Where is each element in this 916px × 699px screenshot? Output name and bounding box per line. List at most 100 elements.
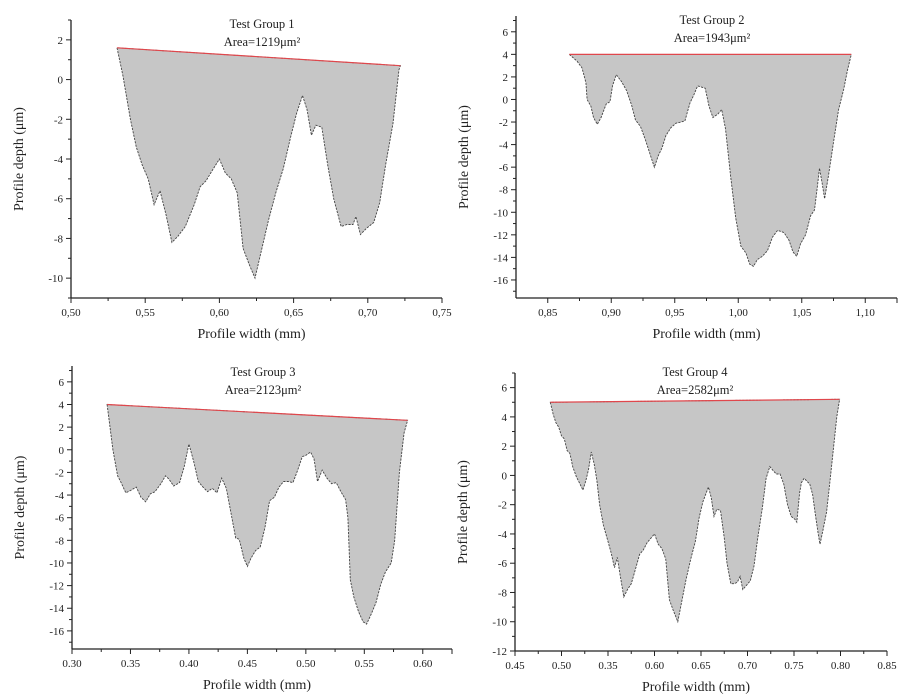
y-tick-label: -16: [493, 275, 508, 287]
y-tick-label: -2: [498, 500, 507, 512]
y-tick-label: 2: [58, 35, 64, 47]
y-tick-label: -2: [55, 467, 64, 479]
x-tick-label: 0.50: [552, 660, 572, 672]
y-tick-label: -2: [54, 114, 63, 126]
y-tick-label: 4: [59, 399, 65, 411]
axes: 0.30 0.35 0.40 0.45 0.50 0.55 0.60 6 4 2 0 -2 -4 -6 -8…: [49, 366, 453, 670]
y-tick-label: -12: [49, 581, 64, 593]
profile-area: [116, 47, 402, 280]
y-tick-label: -2: [499, 117, 508, 129]
x-tick-label: 0,70: [358, 307, 378, 319]
y-tick-label: -6: [499, 162, 509, 174]
x-tick-label: 0,55: [136, 307, 156, 319]
panel-test-group-3: 0.30 0.35 0.40 0.45 0.50 0.55 0.60 6 4 2 0 -2 -4 -6 -8…: [13, 365, 453, 693]
y-axis-title: Profile depth (μm): [13, 455, 28, 559]
x-tick-label: 0.50: [296, 658, 316, 670]
x-tick-label: 0.80: [831, 660, 851, 672]
y-tick-label: -8: [55, 535, 65, 547]
x-tick-label: 0.65: [691, 660, 711, 672]
y-tick-label: 6: [503, 27, 509, 39]
panel-test-group-1: 0,50 0,55 0,60 0,65 0,70 0,75 2 0 -2 -4 -6 -8 -10 Te…: [12, 17, 452, 342]
y-tick-label: -10: [492, 617, 507, 629]
y-tick-label: -12: [492, 646, 507, 658]
area-label: Area=2123μm²: [225, 383, 302, 397]
y-tick-label: 4: [502, 412, 508, 424]
area-label: Area=2582μm²: [657, 383, 734, 397]
y-tick-label: 2: [503, 72, 509, 84]
y-axis-title: Profile depth (μm): [12, 107, 27, 211]
x-tick-label: 1,05: [792, 307, 812, 319]
profile-area: [568, 53, 852, 268]
x-tick-label: 1,10: [856, 307, 876, 319]
y-tick-label: -8: [54, 233, 64, 245]
reference-baseline: [107, 403, 408, 421]
y-tick-label: -4: [55, 490, 65, 502]
x-tick-label: 0,50: [61, 307, 81, 319]
reference-baseline: [116, 47, 401, 67]
reference-baseline: [550, 398, 840, 403]
y-tick-label: 2: [59, 422, 65, 434]
x-tick-label: 0.70: [738, 660, 758, 672]
y-tick-label: -6: [54, 194, 64, 206]
profile-area: [106, 404, 409, 625]
x-tick-label: 0.40: [179, 658, 199, 670]
axes: 0.45 0.50 0.35 0.60 0.65 0.70 0.75 0.80 0.85 6 4 2 0…: [492, 372, 897, 672]
y-tick-label: -8: [498, 587, 508, 599]
x-tick-label: 0,65: [284, 307, 304, 319]
y-tick-label: -6: [498, 558, 508, 570]
y-tick-label: -4: [54, 154, 64, 166]
chart-title: Test Group 1: [229, 17, 294, 31]
x-tick-label: 0.85: [877, 660, 897, 672]
axes: 0,50 0,55 0,60 0,65 0,70 0,75 2 0 -2 -4 -6 -8 -10: [48, 19, 452, 319]
y-tick-label: 0: [58, 75, 64, 87]
panel-test-group-2: 0,85 0,90 0,95 1,00 1,05 1,10 6 4 2 0 -2 -4 -6 -8 -10 -…: [457, 13, 898, 342]
x-tick-label: 0.60: [645, 660, 665, 672]
area-label: Area=1943μm²: [674, 31, 751, 45]
profile-area: [549, 398, 841, 624]
chart-title: Test Group 3: [230, 365, 295, 379]
x-tick-label: 0.30: [62, 658, 82, 670]
y-tick-label: 0: [59, 445, 65, 457]
x-tick-label: 0.35: [121, 658, 141, 670]
y-tick-label: -10: [48, 273, 63, 285]
y-tick-label: 2: [502, 441, 508, 453]
x-tick-label: 0,95: [665, 307, 685, 319]
x-tick-label: 1,00: [729, 307, 749, 319]
x-tick-label: 0,85: [538, 307, 558, 319]
y-tick-label: -12: [493, 230, 508, 242]
x-tick-label: 0.55: [355, 658, 375, 670]
y-tick-label: -4: [498, 529, 508, 541]
x-tick-label: 0.45: [238, 658, 258, 670]
chart-title: Test Group 4: [662, 365, 728, 379]
panel-test-group-4: 0.45 0.50 0.35 0.60 0.65 0.70 0.75 0.80 0.85 6 4 2 0…: [456, 365, 897, 695]
x-tick-label: 0,75: [432, 307, 452, 319]
y-tick-label: 4: [503, 49, 509, 61]
y-tick-label: -6: [55, 513, 65, 525]
y-tick-label: 0: [503, 94, 509, 106]
y-tick-label: -16: [49, 626, 64, 638]
x-tick-label: 0.75: [784, 660, 804, 672]
x-axis-title: Profile width (mm): [197, 327, 305, 342]
y-tick-label: -10: [493, 207, 508, 219]
y-axis-title: Profile depth (μm): [456, 460, 471, 564]
x-tick-label: 0,60: [210, 307, 230, 319]
y-tick-label: -14: [49, 603, 64, 615]
y-tick-label: 0: [502, 470, 508, 482]
x-tick-label: 0.35: [598, 660, 618, 672]
y-tick-label: -10: [49, 558, 64, 570]
axes: 0,85 0,90 0,95 1,00 1,05 1,10 6 4 2 0 -2 -4 -6 -8 -10 -…: [493, 16, 898, 319]
y-axis-title: Profile depth (μm): [457, 105, 472, 209]
y-tick-label: -4: [499, 140, 509, 152]
area-label: Area=1219μm²: [224, 35, 301, 49]
y-tick-label: 6: [59, 377, 65, 389]
x-tick-label: 0.45: [505, 660, 525, 672]
x-axis-title: Profile width (mm): [652, 327, 760, 342]
y-tick-label: -8: [499, 185, 509, 197]
x-axis-title: Profile width (mm): [203, 678, 311, 693]
x-tick-label: 0,90: [602, 307, 622, 319]
x-axis-title: Profile width (mm): [642, 680, 750, 695]
x-tick-label: 0.60: [413, 658, 433, 670]
y-tick-label: 6: [502, 383, 508, 395]
y-tick-label: -14: [493, 252, 508, 264]
